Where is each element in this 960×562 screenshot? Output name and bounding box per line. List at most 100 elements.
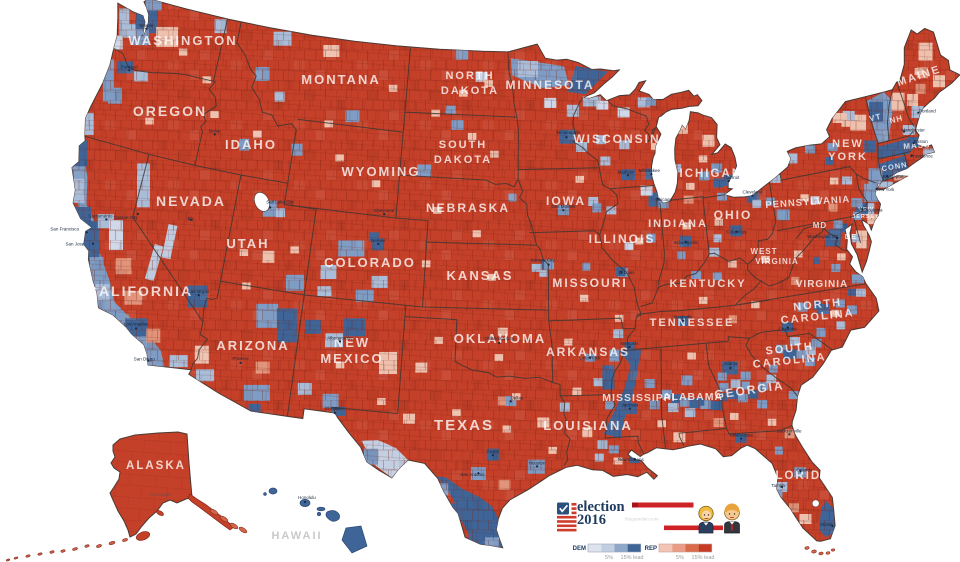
- svg-text:MINNESOTA: MINNESOTA: [505, 78, 594, 92]
- svg-text:ARIZONA: ARIZONA: [216, 338, 289, 353]
- svg-text:OHIO: OHIO: [714, 208, 753, 222]
- svg-text:5%: 5%: [676, 555, 684, 561]
- svg-text:REP: REP: [645, 546, 657, 552]
- svg-text:Atlanta: Atlanta: [723, 361, 738, 366]
- svg-text:CALIFORNIA: CALIFORNIA: [87, 283, 193, 299]
- svg-text:TEXAS: TEXAS: [434, 417, 494, 434]
- svg-text:San Jose: San Jose: [66, 242, 85, 247]
- svg-text:Providence: Providence: [910, 154, 933, 159]
- svg-text:Washington DC: Washington DC: [807, 234, 839, 239]
- svg-text:San Diego: San Diego: [134, 357, 156, 362]
- svg-text:Kansas City: Kansas City: [531, 258, 556, 263]
- svg-text:San Francisco: San Francisco: [50, 226, 79, 231]
- svg-text:theguardian.com: theguardian.com: [625, 517, 659, 522]
- svg-text:2016: 2016: [577, 512, 606, 528]
- svg-text:COLORADO: COLORADO: [324, 255, 416, 270]
- svg-text:KENTUCKY: KENTUCKY: [669, 278, 746, 290]
- svg-text:Oklahoma City: Oklahoma City: [484, 336, 514, 341]
- svg-text:Memphis: Memphis: [620, 341, 639, 346]
- svg-text:SOUTH: SOUTH: [765, 341, 814, 358]
- svg-text:Jackson: Jackson: [622, 403, 639, 408]
- svg-text:Portland: Portland: [919, 109, 936, 114]
- svg-text:WISCONSIN: WISCONSIN: [573, 132, 660, 146]
- svg-text:VIRGINIA: VIRGINIA: [796, 279, 848, 290]
- svg-text:NORTH: NORTH: [793, 296, 843, 313]
- svg-text:Sacramento: Sacramento: [88, 214, 113, 219]
- svg-text:election: election: [577, 499, 625, 515]
- svg-text:Phoenix: Phoenix: [232, 356, 249, 361]
- svg-text:Austin: Austin: [487, 449, 500, 454]
- svg-text:Jacksonville: Jacksonville: [777, 428, 802, 433]
- svg-text:IDAHO: IDAHO: [225, 137, 277, 152]
- svg-text:Manchester: Manchester: [901, 128, 925, 133]
- svg-text:MISSISSIPPI: MISSISSIPPI: [602, 392, 675, 404]
- svg-text:JERSEY: JERSEY: [852, 214, 880, 220]
- svg-text:MICHIGAN: MICHIGAN: [668, 168, 742, 180]
- svg-text:New Orleans: New Orleans: [618, 457, 645, 462]
- svg-text:MD: MD: [813, 221, 827, 230]
- svg-text:Salt Lake City: Salt Lake City: [266, 200, 295, 205]
- svg-text:LOUISIANA: LOUISIANA: [543, 418, 633, 433]
- svg-text:NEW: NEW: [334, 335, 370, 350]
- svg-text:WASHINGTON: WASHINGTON: [128, 33, 237, 48]
- svg-text:NH: NH: [889, 114, 904, 126]
- svg-text:Dallas: Dallas: [511, 395, 524, 400]
- svg-text:SOUTH: SOUTH: [439, 139, 488, 151]
- svg-text:Madison: Madison: [617, 169, 635, 174]
- svg-text:San Antonio: San Antonio: [460, 472, 485, 477]
- svg-text:DAKOTA: DAKOTA: [434, 154, 492, 166]
- svg-text:NEW: NEW: [832, 138, 864, 150]
- svg-text:Carson City: Carson City: [114, 215, 138, 220]
- svg-text:HAWAII: HAWAII: [271, 530, 322, 542]
- svg-text:Miami: Miami: [820, 522, 832, 527]
- svg-text:OKLAHOMA: OKLAHOMA: [454, 331, 547, 346]
- svg-text:Houston: Houston: [529, 460, 546, 465]
- svg-text:WYOMING: WYOMING: [342, 164, 421, 179]
- svg-text:Orlando: Orlando: [796, 467, 813, 472]
- svg-text:MONTANA: MONTANA: [301, 72, 380, 87]
- svg-text:ALABAMA: ALABAMA: [663, 391, 723, 403]
- svg-text:Cheyenne: Cheyenne: [374, 208, 395, 213]
- svg-text:15% lead: 15% lead: [692, 555, 715, 561]
- svg-text:NEW: NEW: [858, 207, 874, 213]
- svg-text:ILLINOIS: ILLINOIS: [589, 232, 656, 246]
- svg-text:DAKOTA: DAKOTA: [441, 85, 499, 97]
- svg-text:OREGON: OREGON: [133, 103, 207, 119]
- svg-text:Minneapolis: Minneapolis: [556, 130, 581, 135]
- svg-text:Los Angeles: Los Angeles: [124, 321, 149, 326]
- svg-text:Albuquerque: Albuquerque: [327, 335, 353, 340]
- svg-text:Boise: Boise: [209, 128, 221, 133]
- svg-text:Nashville: Nashville: [674, 315, 693, 320]
- svg-text:Charlotte: Charlotte: [778, 327, 797, 332]
- svg-text:Denver: Denver: [371, 238, 386, 243]
- svg-text:MASS: MASS: [903, 140, 931, 151]
- svg-text:DE: DE: [845, 232, 857, 241]
- svg-text:MEXICO: MEXICO: [320, 351, 383, 366]
- svg-text:Tampa: Tampa: [771, 483, 785, 488]
- svg-text:IOWA: IOWA: [546, 194, 586, 208]
- svg-text:VT: VT: [868, 112, 882, 124]
- svg-text:Philadelphia: Philadelphia: [858, 207, 883, 212]
- svg-text:NORTH: NORTH: [445, 70, 494, 82]
- svg-text:YORK: YORK: [828, 151, 868, 163]
- svg-text:KANSAS: KANSAS: [447, 268, 514, 283]
- svg-text:St Louis: St Louis: [618, 270, 635, 275]
- svg-text:Seattle: Seattle: [139, 23, 154, 28]
- svg-text:TENNESSEE: TENNESSEE: [650, 317, 735, 329]
- svg-text:El Paso: El Paso: [325, 406, 341, 411]
- svg-text:Ely: Ely: [188, 216, 195, 221]
- svg-text:UTAH: UTAH: [226, 236, 269, 251]
- svg-text:Honolulu: Honolulu: [298, 495, 316, 500]
- svg-text:Milwaukee: Milwaukee: [639, 168, 661, 173]
- svg-text:Las Vegas: Las Vegas: [188, 289, 210, 294]
- svg-text:WEST: WEST: [750, 247, 777, 256]
- svg-text:FLORIDA: FLORIDA: [766, 470, 831, 482]
- svg-text:DEM: DEM: [573, 546, 586, 552]
- svg-text:15% lead: 15% lead: [621, 555, 644, 561]
- svg-text:5%: 5%: [605, 555, 613, 561]
- svg-text:ARKANSAS: ARKANSAS: [546, 345, 630, 359]
- svg-text:Detroit: Detroit: [726, 175, 740, 180]
- svg-text:INDIANA: INDIANA: [648, 218, 708, 230]
- svg-text:MISSOURI: MISSOURI: [552, 276, 627, 290]
- svg-text:Bridgeport: Bridgeport: [883, 174, 905, 179]
